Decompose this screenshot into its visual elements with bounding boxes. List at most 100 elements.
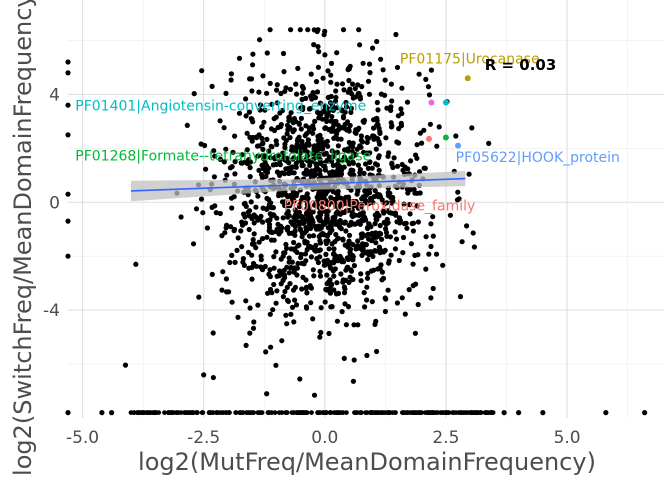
data-point <box>372 321 378 327</box>
data-point <box>313 161 319 167</box>
data-point <box>338 171 345 177</box>
data-point <box>204 225 210 231</box>
data-point <box>305 27 311 33</box>
data-point <box>203 166 209 172</box>
data-point <box>350 81 356 87</box>
data-point <box>406 287 412 293</box>
data-point <box>324 410 329 415</box>
data-point <box>360 60 366 66</box>
data-point <box>328 93 334 100</box>
data-point <box>380 67 386 73</box>
data-point <box>247 165 253 171</box>
data-point <box>232 159 238 165</box>
highlighted-point <box>442 99 449 106</box>
data-point <box>318 146 325 152</box>
data-point <box>244 410 249 415</box>
data-point <box>298 126 304 132</box>
data-point <box>343 228 349 234</box>
data-point <box>310 90 316 96</box>
data-point <box>366 91 373 97</box>
data-point <box>346 77 352 84</box>
x-tick-label: 0.0 <box>311 428 338 448</box>
data-point <box>369 410 374 415</box>
data-point <box>200 410 205 415</box>
data-point <box>350 378 356 384</box>
data-point <box>288 311 294 317</box>
data-point <box>321 208 327 214</box>
data-point <box>274 100 280 106</box>
data-point <box>255 410 261 415</box>
data-point <box>372 188 378 194</box>
y-axis-title: log2(SwitchFreq/MeanDomainFrequency) <box>9 0 37 476</box>
data-point <box>309 96 315 102</box>
correlation-annotation: R = 0.03 <box>485 56 557 74</box>
data-point <box>254 135 260 141</box>
data-point <box>274 141 280 148</box>
data-point <box>284 284 290 290</box>
highlight-label: PF00800|Peroxidase_family <box>284 198 476 214</box>
data-point <box>219 287 225 293</box>
data-point <box>279 410 285 415</box>
data-point <box>399 85 405 91</box>
data-point <box>212 153 218 159</box>
data-point <box>65 102 71 108</box>
data-point <box>201 372 207 378</box>
data-point <box>311 27 317 33</box>
data-point <box>366 221 372 227</box>
data-point <box>466 171 472 177</box>
data-point <box>341 284 347 290</box>
data-point <box>295 213 301 219</box>
data-point <box>357 221 363 227</box>
highlight-label: PF01401|Angiotensin-converting_enzyme <box>75 99 366 115</box>
data-point <box>407 202 413 208</box>
data-point <box>389 98 395 104</box>
data-point <box>373 116 379 122</box>
data-point <box>340 157 346 163</box>
data-point <box>259 162 265 168</box>
data-point <box>295 146 301 152</box>
data-point <box>373 146 379 152</box>
data-point <box>229 299 235 305</box>
data-point <box>202 142 208 149</box>
data-point <box>297 376 303 382</box>
data-point <box>250 237 256 243</box>
data-point <box>306 142 312 148</box>
data-point <box>278 256 284 262</box>
data-point <box>339 124 345 131</box>
data-point <box>267 286 274 293</box>
data-point <box>345 304 352 310</box>
data-point <box>223 90 229 96</box>
x-tick-label: 5.0 <box>554 428 581 448</box>
data-point <box>386 258 392 264</box>
data-point <box>249 88 255 94</box>
data-point <box>264 234 270 240</box>
data-point <box>282 141 288 147</box>
data-point <box>363 161 369 167</box>
x-tick-label: 2.5 <box>432 428 459 448</box>
data-point <box>390 410 395 415</box>
data-point <box>389 123 395 129</box>
data-point <box>329 304 335 310</box>
data-point <box>282 250 288 256</box>
data-point <box>228 77 234 83</box>
data-point <box>287 125 293 131</box>
data-point <box>209 271 215 277</box>
data-point <box>281 135 287 141</box>
data-point <box>223 146 229 152</box>
data-point <box>255 193 261 199</box>
data-point <box>331 287 337 293</box>
data-point <box>240 256 246 262</box>
data-point <box>291 214 297 220</box>
data-point <box>350 254 356 260</box>
data-point <box>398 120 404 126</box>
data-point <box>341 87 347 93</box>
data-point <box>283 166 289 172</box>
data-point <box>379 269 385 275</box>
data-point <box>396 126 402 132</box>
data-point <box>131 410 137 415</box>
data-point <box>381 210 387 216</box>
data-point <box>251 241 257 247</box>
data-point <box>307 211 313 217</box>
data-point <box>355 91 361 97</box>
